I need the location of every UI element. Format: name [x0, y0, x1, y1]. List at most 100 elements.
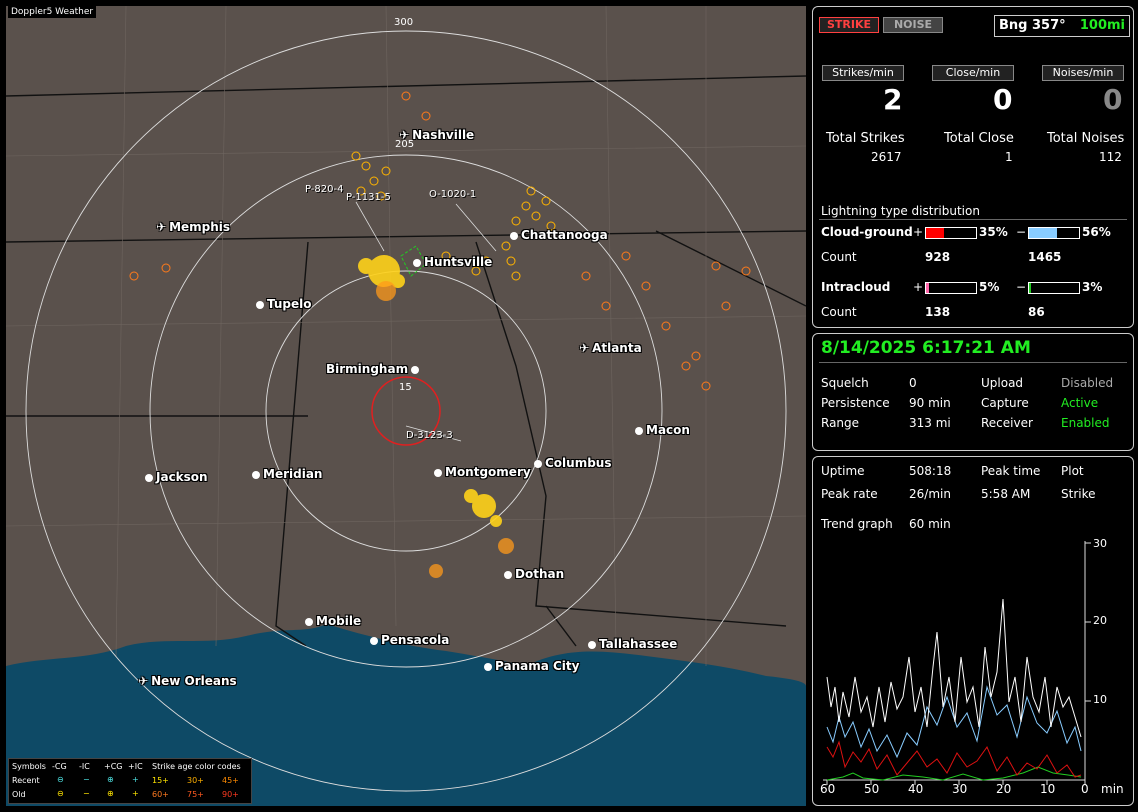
noise-button[interactable]: NOISE	[883, 17, 943, 33]
capture-status: Active	[1061, 396, 1099, 410]
total-noises: 112	[1099, 150, 1122, 164]
bearing-value: Bng 357°	[999, 18, 1066, 33]
cg-count-label: Count	[821, 250, 857, 264]
state-borders	[6, 75, 806, 647]
strike-button[interactable]: STRIKE	[819, 17, 879, 33]
trend-panel: Uptime 508:18 Peak time Plot Peak rate 2…	[812, 456, 1134, 806]
legend-header: +IC	[128, 762, 143, 771]
divider	[819, 362, 1127, 363]
city-memphis[interactable]: ✈ Memphis	[156, 220, 231, 234]
city-tallahassee[interactable]: Tallahassee	[588, 637, 677, 651]
marker-label: P-820-4	[305, 184, 344, 195]
city-atlanta[interactable]: ✈ Atlanta	[579, 341, 642, 355]
bar-fill	[926, 228, 944, 238]
bar-fill	[1029, 228, 1057, 238]
city-tupelo[interactable]: Tupelo	[256, 297, 312, 311]
plus-sign: +	[913, 280, 924, 294]
noises-per-min: 0	[1103, 83, 1123, 116]
upload-status: Disabled	[1061, 376, 1114, 390]
city-jackson[interactable]: Jackson	[145, 470, 208, 484]
uptime-label: Uptime	[821, 464, 865, 478]
trend-graph	[823, 541, 1091, 785]
plus-cg-icon: ⊕	[107, 789, 114, 798]
intracloud-label: Intracloud	[821, 280, 891, 294]
cg-negative-bar	[1028, 227, 1080, 239]
ic-positive-percent: 5%	[979, 280, 1000, 294]
city-new-orleans[interactable]: ✈ New Orleans	[138, 674, 237, 688]
city-montgomery[interactable]: Montgomery	[434, 465, 531, 479]
city-pensacola[interactable]: Pensacola	[370, 633, 449, 647]
trend-strike-series	[826, 598, 1082, 738]
city-chattanooga[interactable]: Chattanooga	[510, 228, 608, 242]
range-value: 100mi	[1079, 18, 1125, 33]
range-label-205: 205	[395, 139, 415, 150]
city-dot-icon	[411, 365, 420, 374]
ic-negative-count: 86	[1028, 305, 1045, 319]
strikes-per-min-label: Strikes/min	[822, 65, 904, 81]
trend-x-tick: 30	[952, 782, 968, 796]
cg-negative-count: 1465	[1028, 250, 1062, 264]
plot-label: Plot	[1061, 464, 1084, 478]
status-panel: 8/14/2025 6:17:21 AM Squelch 0 Upload Di…	[812, 333, 1134, 451]
marker-label: D-3123-3	[406, 430, 453, 441]
trend-window: 60 min	[909, 517, 951, 531]
city-meridian[interactable]: Meridian	[252, 467, 322, 481]
peak-time-label: Peak time	[981, 464, 1041, 478]
persistence-label: Persistence	[821, 396, 890, 410]
county-lines	[6, 6, 806, 666]
airport-icon: ✈	[156, 220, 167, 234]
marker-label: O-1020-1	[429, 189, 477, 200]
airport-icon: ✈	[138, 674, 149, 688]
legend-header: -CG	[52, 762, 67, 771]
city-panama-city[interactable]: Panama City	[484, 659, 579, 673]
city-dothan[interactable]: Dothan	[504, 567, 564, 581]
plot-mode[interactable]: Strike	[1061, 487, 1096, 501]
city-dot-icon	[413, 258, 421, 267]
persistence-value: 90 min	[909, 396, 951, 410]
trend-x-tick: 20	[996, 782, 1012, 796]
total-strikes: 2617	[871, 150, 902, 164]
close-per-min-label: Close/min	[932, 65, 1014, 81]
trend-x-tick: 40	[908, 782, 924, 796]
map-title: Doppler5 Weather	[8, 6, 97, 18]
range-label: Range	[821, 416, 860, 430]
legend-recent: Recent	[12, 776, 40, 785]
bar-fill	[1029, 283, 1031, 293]
total-close-label: Total Close	[944, 131, 1014, 146]
airport-icon: ✈	[579, 341, 590, 355]
plus-sign: +	[913, 225, 924, 239]
age-code: 15+	[152, 776, 169, 785]
city-mobile[interactable]: Mobile	[305, 614, 361, 628]
city-columbus[interactable]: Columbus	[534, 456, 612, 470]
minus-cg-icon: ⊖	[57, 789, 64, 798]
city-birmingham[interactable]: Birmingham	[326, 362, 420, 376]
range-label-15: 15	[399, 382, 412, 393]
city-dot-icon	[256, 300, 264, 309]
ic-count-label: Count	[821, 305, 857, 319]
city-dot-icon	[588, 640, 596, 649]
lightning-map[interactable]: Doppler5 Weather 300 205 15 P-820-4 P-11…	[6, 6, 806, 806]
trend-graph-label: Trend graph	[821, 517, 893, 531]
close-range-ring	[371, 376, 441, 446]
minus-sign: −	[1016, 225, 1027, 239]
bar-fill	[926, 283, 929, 293]
total-close: 1	[1005, 150, 1013, 164]
age-code: 60+	[152, 790, 169, 799]
city-dot-icon	[510, 231, 518, 240]
plus-ic-icon: +	[132, 775, 139, 784]
trend-y-tick: 30	[1093, 537, 1107, 550]
plus-cg-icon: ⊕	[107, 775, 114, 784]
trend-ic-series	[826, 685, 1082, 759]
city-dot-icon	[484, 662, 492, 671]
uptime-value: 508:18	[909, 464, 952, 478]
cg-positive-percent: 35%	[979, 225, 1008, 239]
city-macon[interactable]: Macon	[635, 423, 690, 437]
receiver-label: Receiver	[981, 416, 1033, 430]
city-huntsville[interactable]: Huntsville	[413, 255, 492, 269]
close-per-min: 0	[993, 83, 1013, 116]
peak-rate-value: 26/min	[909, 487, 951, 501]
age-code: 90+	[222, 790, 239, 799]
map-graphics	[6, 6, 806, 806]
city-nashville[interactable]: ✈ Nashville	[399, 128, 475, 142]
legend-symbols-title: Symbols	[12, 762, 46, 771]
